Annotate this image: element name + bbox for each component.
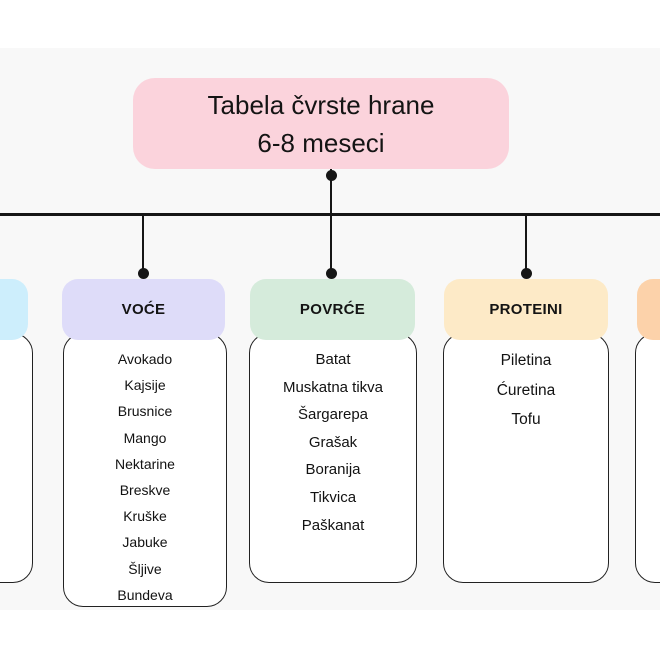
list-item: Bundeva bbox=[117, 586, 173, 603]
list-item: Avokado bbox=[117, 351, 173, 367]
list-item: Tikvica bbox=[309, 488, 357, 506]
category-header-proteini: PROTEINI bbox=[444, 279, 608, 340]
proteini-list: Piletina Ćuretina Tofu bbox=[444, 346, 608, 435]
category-card-right-partial bbox=[635, 333, 660, 583]
connector-dot bbox=[520, 268, 532, 279]
list-item: Kajsije bbox=[124, 377, 166, 394]
list-item: Ćuretina bbox=[496, 381, 556, 399]
connector-proteini-line bbox=[524, 214, 528, 273]
list-item: Kruške bbox=[123, 508, 167, 525]
category-header-right-partial bbox=[637, 279, 660, 340]
list-item: Piletina bbox=[500, 352, 552, 369]
category-card-proteini: Piletina Ćuretina Tofu bbox=[443, 333, 609, 583]
category-header-left-partial bbox=[0, 279, 28, 340]
list-item: Boranija bbox=[305, 461, 361, 479]
connector-voce-line bbox=[141, 214, 145, 273]
list-item: Jabuke bbox=[122, 534, 168, 551]
list-item: Batat bbox=[315, 351, 351, 368]
voce-list: Avokado Kajsije Brusnice Mango Nektarine… bbox=[64, 346, 226, 608]
list-item: Breskve bbox=[119, 482, 171, 499]
connector-dot bbox=[137, 268, 149, 279]
list-item: Mango bbox=[123, 429, 167, 446]
connector-dot bbox=[325, 268, 337, 279]
list-item: Paškanat bbox=[301, 516, 365, 534]
category-card-left-partial bbox=[0, 333, 33, 583]
title-line-1: Tabela čvrste hrane bbox=[207, 89, 435, 120]
root-node-title: Tabela čvrste hrane 6-8 meseci bbox=[133, 78, 509, 169]
list-item: Grašak bbox=[308, 433, 358, 451]
category-header-povrce: POVRĆE bbox=[250, 279, 415, 340]
list-item: Šljive bbox=[128, 560, 162, 577]
title-line-2: 6-8 meseci bbox=[257, 127, 385, 158]
povrce-list: Batat Muskatna tikva Šargarepa Grašak Bo… bbox=[277, 346, 389, 539]
list-item: Tofu bbox=[511, 411, 541, 428]
connector-dot bbox=[325, 169, 337, 181]
list-item: Brusnice bbox=[117, 403, 173, 420]
connector-center-line bbox=[329, 169, 333, 273]
category-card-povrce: Batat Muskatna tikva Šargarepa Grašak Bo… bbox=[249, 333, 417, 583]
category-header-voce: VOĆE bbox=[62, 279, 225, 340]
category-card-voce: Avokado Kajsije Brusnice Mango Nektarine… bbox=[63, 333, 227, 607]
list-item: Nektarine bbox=[115, 455, 175, 472]
list-item: Šargarepa bbox=[297, 406, 369, 424]
list-item: Muskatna tikva bbox=[282, 378, 384, 396]
